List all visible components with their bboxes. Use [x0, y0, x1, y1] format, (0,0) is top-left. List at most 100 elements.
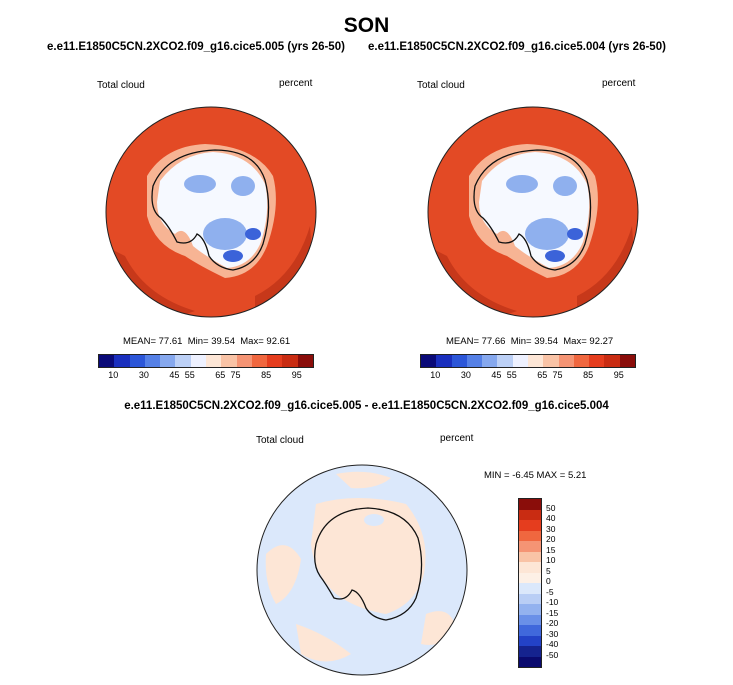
colorbar-tick-label: 40 [546, 513, 556, 523]
colorbar-swatch [519, 625, 541, 636]
colorbar-swatch [519, 593, 541, 604]
colorbar-swatch [558, 355, 574, 367]
colorbar-tick-label: 15 [546, 544, 556, 555]
colorbar-swatch [519, 499, 541, 510]
colorbar-swatch [175, 355, 191, 367]
colorbar-swatch [519, 520, 541, 531]
case-min-value: 39.54 [211, 336, 235, 347]
colorbar-swatch [573, 355, 590, 367]
colorbar-swatch [205, 355, 222, 367]
colorbar-swatch [519, 530, 541, 541]
colorbar-swatch [451, 355, 467, 367]
colorbar-tick-label: 30 [546, 523, 556, 534]
colorbar-tick-label: 5 [546, 565, 551, 576]
colorbar-swatch [144, 355, 161, 367]
colorbar-tick-label: -10 [546, 597, 559, 607]
colorbar-swatch [190, 355, 206, 367]
case-colorbar [98, 354, 314, 368]
colorbar-swatch [519, 614, 541, 625]
colorbar-swatch [519, 646, 541, 657]
control-units-label: percent [602, 78, 636, 89]
colorbar-tick-label: -40 [546, 639, 559, 649]
colorbar-tick-label: 0 [546, 576, 551, 586]
colorbar-swatch [160, 355, 176, 367]
colorbar-tick-label: 85 [583, 370, 594, 380]
control-run-label: e.e11.E1850C5CN.2XCO2.f09_g16.cice5.004 … [368, 41, 666, 53]
case-polar-map [105, 106, 317, 318]
control-colorbar [420, 354, 636, 368]
colorbar-tick-label: 30 [138, 370, 149, 380]
control-min-value: 39.54 [534, 336, 558, 347]
case-max-value: 92.61 [266, 336, 291, 347]
diff-max-value: 5.21 [567, 470, 587, 481]
colorbar-swatch [236, 355, 252, 367]
colorbar-swatch [436, 355, 452, 367]
colorbar-swatch [497, 355, 513, 367]
colorbar-swatch [512, 355, 528, 367]
colorbar-tick-label: 85 [261, 370, 272, 380]
season-title: SON [343, 14, 390, 37]
colorbar-tick-label: 75 [230, 370, 241, 380]
colorbar-tick-label: 10 [430, 370, 441, 380]
colorbar-tick-label: 95 [291, 370, 302, 380]
difference-colorbar [518, 498, 542, 668]
control-colorbar-ticks: 10 30 45 55 65 75 85 95 [420, 370, 636, 382]
diff-min-value: -6.45 [512, 470, 534, 481]
case-mean-value: 77.61 [158, 336, 183, 347]
control-max-value: 92.27 [589, 336, 614, 347]
colorbar-tick-label: 30 [460, 370, 471, 380]
colorbar-tick-label: 10 [108, 370, 119, 380]
difference-polar-map [256, 464, 468, 676]
colorbar-tick-label: 10 [546, 555, 556, 565]
colorbar-swatch [251, 355, 268, 367]
colorbar-swatch [519, 572, 541, 583]
case-colorbar-ticks: 10 30 45 55 65 75 85 95 [98, 370, 314, 382]
colorbar-swatch [519, 656, 541, 667]
control-variable-label: Total cloud [417, 80, 465, 91]
colorbar-tick-label: -5 [546, 586, 554, 597]
colorbar-swatch [519, 635, 541, 646]
colorbar-swatch [543, 355, 559, 367]
difference-title: e.e11.E1850C5CN.2XCO2.f09_g16.cice5.005 … [124, 400, 609, 412]
colorbar-tick-label: 55 [184, 370, 195, 380]
colorbar-tick-label: 65 [215, 370, 226, 380]
control-mean-value: 77.66 [481, 336, 506, 347]
case-units-label: percent [279, 78, 313, 89]
colorbar-tick-label: 45 [169, 370, 180, 380]
colorbar-swatch [519, 509, 541, 520]
colorbar-tick-label: 50 [546, 502, 556, 513]
colorbar-swatch [519, 541, 541, 552]
colorbar-swatch [114, 355, 130, 367]
colorbar-swatch [589, 355, 605, 367]
colorbar-swatch [519, 562, 541, 573]
colorbar-swatch [221, 355, 237, 367]
colorbar-tick-label: 45 [491, 370, 502, 380]
difference-stats: MIN = -6.45 MAX = 5.21 [484, 470, 587, 481]
colorbar-tick-label: -15 [546, 607, 559, 618]
colorbar-swatch [519, 583, 541, 594]
colorbar-swatch [619, 355, 635, 367]
colorbar-tick-label: 95 [613, 370, 624, 380]
colorbar-tick-label: -20 [546, 618, 559, 628]
colorbar-swatch [129, 355, 145, 367]
diff-variable-label: Total cloud [256, 435, 304, 446]
colorbar-tick-label: -30 [546, 628, 559, 639]
colorbar-tick-label: 65 [537, 370, 548, 380]
colorbar-swatch [282, 355, 298, 367]
colorbar-swatch [519, 551, 541, 562]
colorbar-swatch [527, 355, 544, 367]
diff-units-label: percent [440, 433, 474, 444]
colorbar-swatch [297, 355, 313, 367]
colorbar-swatch [421, 355, 437, 367]
colorbar-tick-label: 20 [546, 534, 556, 544]
colorbar-tick-label: 75 [552, 370, 563, 380]
control-stats: MEAN= 77.66 Min= 39.54 Max= 92.27 [446, 336, 614, 347]
control-polar-map [427, 106, 639, 318]
colorbar-tick-label: 55 [506, 370, 517, 380]
colorbar-tick-label: -50 [546, 649, 559, 660]
case-run-label: e.e11.E1850C5CN.2XCO2.f09_g16.cice5.005 … [47, 41, 345, 53]
colorbar-swatch [519, 604, 541, 615]
colorbar-swatch [604, 355, 620, 367]
colorbar-swatch [267, 355, 283, 367]
colorbar-swatch [99, 355, 115, 367]
